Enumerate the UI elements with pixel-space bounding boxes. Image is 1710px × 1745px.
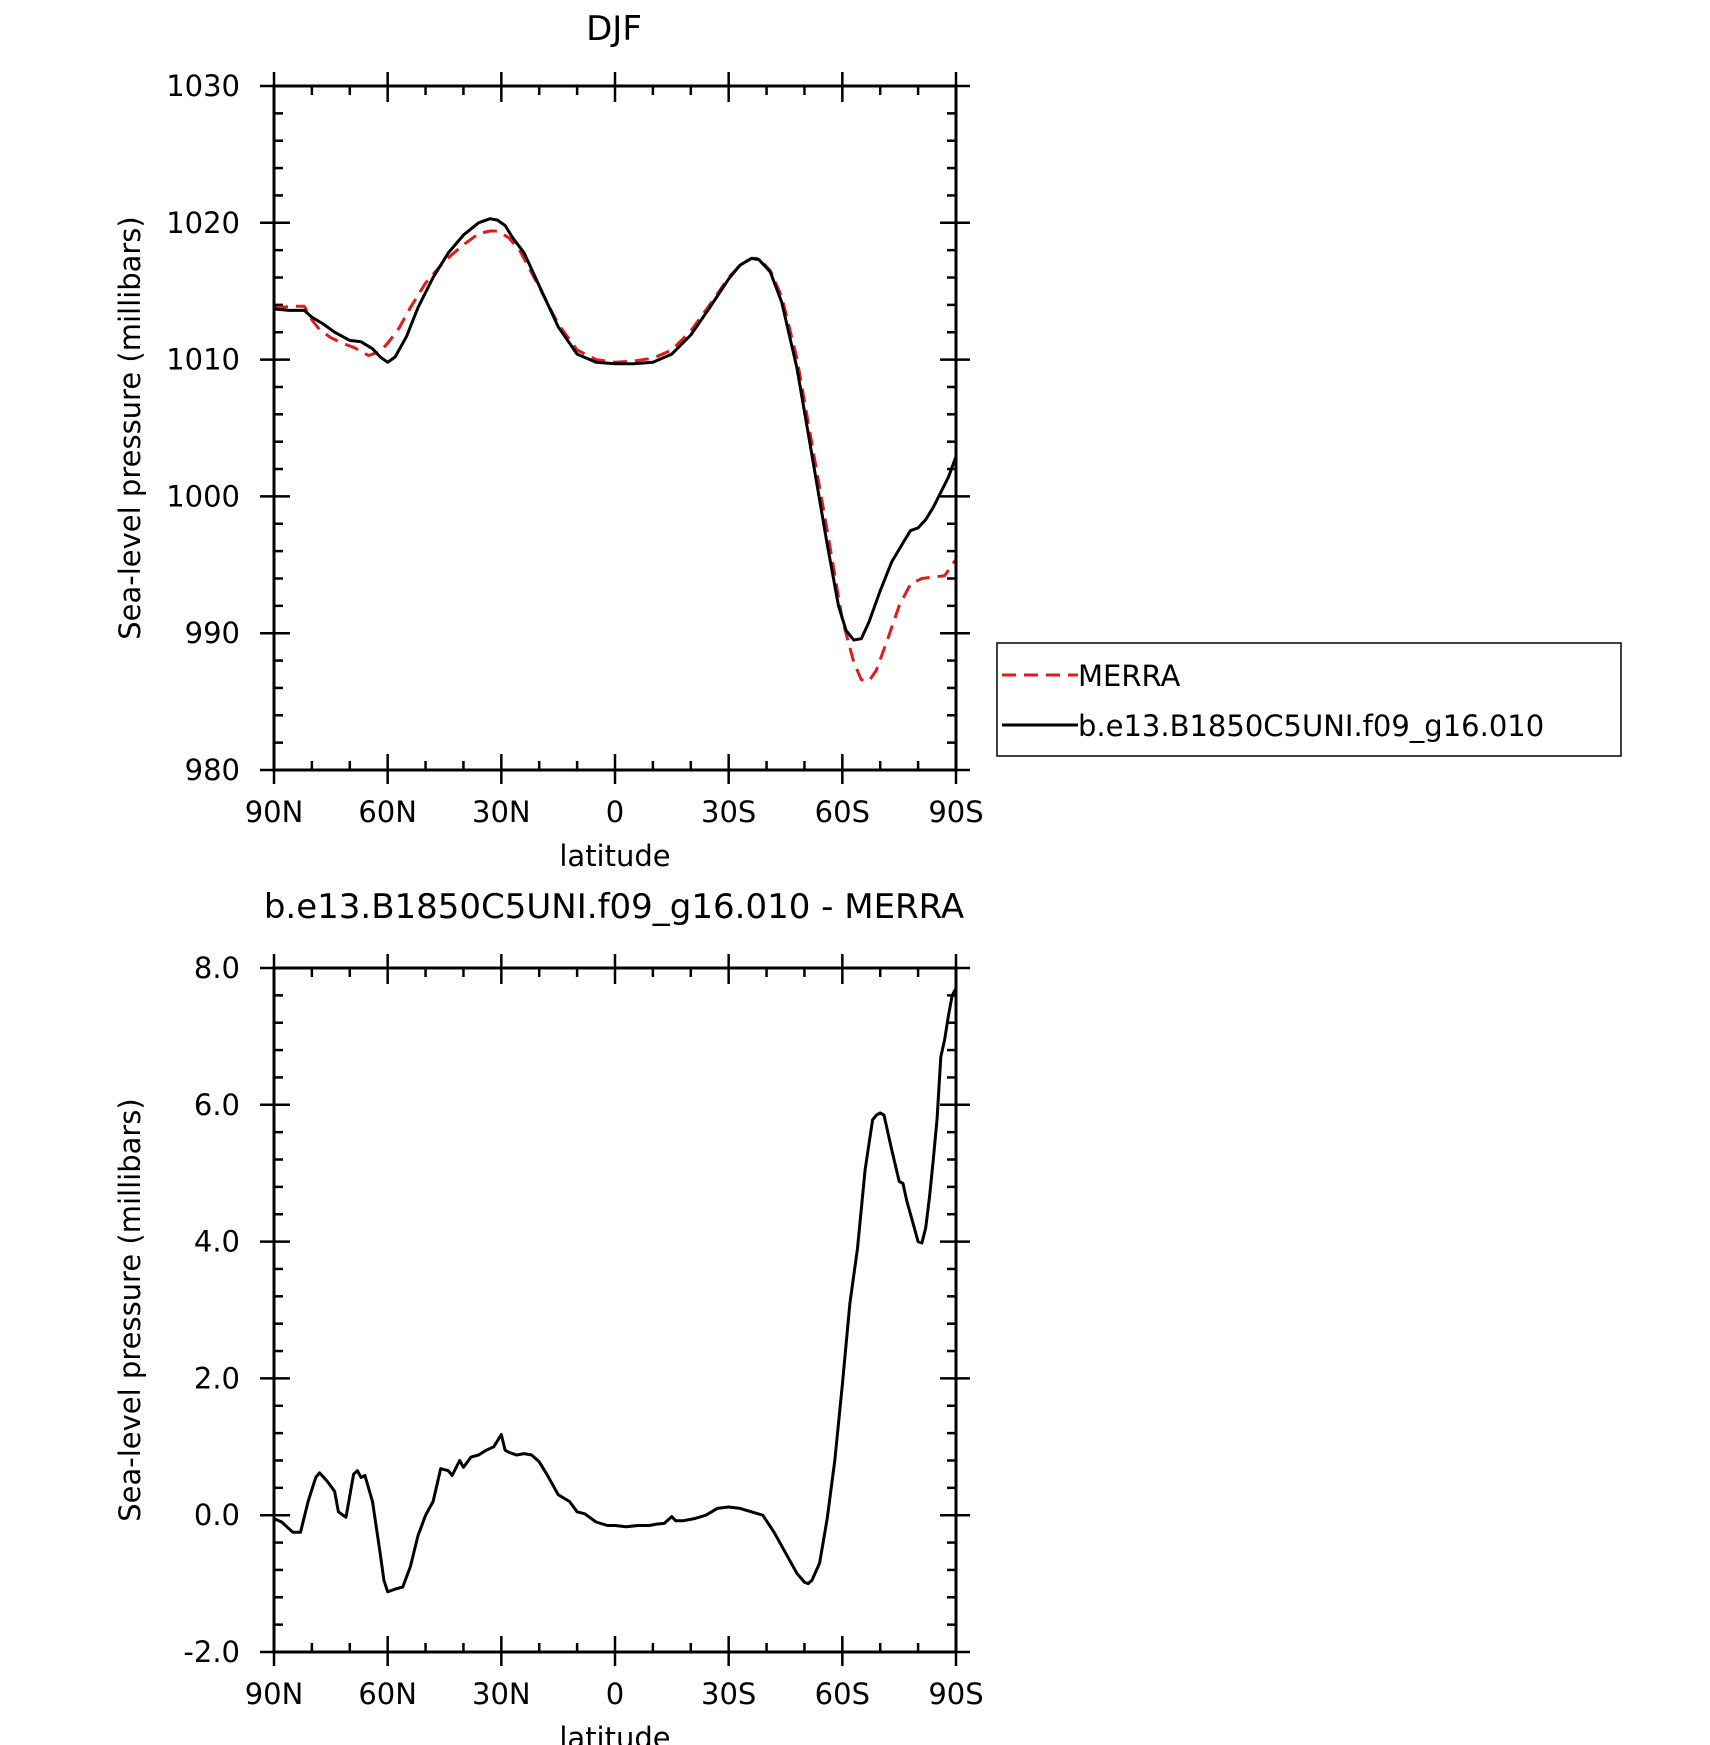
- x-tick-label: 60S: [815, 1677, 870, 1711]
- y-tick-label: 1030: [166, 69, 240, 103]
- x-tick-label: 90S: [928, 1677, 983, 1711]
- y-tick-label: -2.0: [183, 1635, 240, 1669]
- x-tick-label: 60S: [815, 795, 870, 829]
- bottom-chart-ticks: [260, 954, 970, 1666]
- top-chart-x-tick-labels: 90N 60N 30N 0 30S 60S 90S: [245, 795, 984, 829]
- y-tick-label: 980: [185, 753, 240, 787]
- series-b-e13-b1850c5uni-f09-g16-010: [273, 217, 958, 642]
- x-tick-label: 30N: [472, 795, 531, 829]
- top-chart-ticks: [260, 72, 970, 784]
- series-merra: [273, 229, 958, 683]
- bottom-chart-plot-frame: [272, 966, 958, 1654]
- y-tick-label: 4.0: [194, 1225, 240, 1259]
- top-chart-title: DJF: [586, 9, 642, 49]
- legend-label-merra: MERRA: [1078, 659, 1180, 693]
- x-tick-label: 60N: [358, 795, 417, 829]
- bottom-chart: b.e13.B1850C5UNI.f09_g16.010 - MERRA -2.…: [113, 887, 984, 1745]
- top-chart: DJF 980 990 1000 1010 1020 1030 90N 60N 30N 0 30S…: [113, 9, 984, 873]
- y-tick-label: 1000: [166, 479, 240, 513]
- bottom-chart-y-tick-labels: -2.0 0.0 2.0 4.0 6.0 8.0: [183, 951, 240, 1669]
- top-chart-x-axis-label: latitude: [559, 839, 670, 873]
- x-tick-label: 30S: [701, 795, 756, 829]
- x-tick-label: 60N: [358, 1677, 417, 1711]
- bottom-chart-x-tick-labels: 90N 60N 30N 0 30S 60S 90S: [245, 1677, 984, 1711]
- top-chart-y-axis-label: Sea-level pressure (millibars): [113, 216, 147, 639]
- top-chart-plot-frame: [272, 84, 958, 772]
- y-tick-label: 0.0: [194, 1498, 240, 1532]
- difference-line: [273, 987, 958, 1594]
- y-tick-label: 990: [185, 616, 240, 650]
- bottom-chart-y-axis-label: Sea-level pressure (millibars): [113, 1098, 147, 1521]
- bottom-chart-title: b.e13.B1850C5UNI.f09_g16.010 - MERRA: [264, 887, 964, 927]
- bottom-chart-series: [273, 987, 958, 1594]
- bottom-chart-x-axis-label: latitude: [559, 1721, 670, 1745]
- top-chart-y-tick-labels: 980 990 1000 1010 1020 1030: [166, 69, 240, 787]
- x-tick-label: 30N: [472, 1677, 531, 1711]
- x-tick-label: 30S: [701, 1677, 756, 1711]
- x-tick-label: 90N: [245, 795, 304, 829]
- x-tick-label: 0: [606, 795, 624, 829]
- x-tick-label: 0: [606, 1677, 624, 1711]
- legend-label-model: b.e13.B1850C5UNI.f09_g16.010: [1078, 709, 1544, 743]
- legend-box: [996, 642, 1622, 757]
- y-tick-label: 6.0: [194, 1088, 240, 1122]
- y-tick-label: 1010: [166, 343, 240, 377]
- y-tick-label: 8.0: [194, 951, 240, 985]
- y-tick-label: 2.0: [194, 1361, 240, 1395]
- top-chart-series: [273, 217, 958, 683]
- y-tick-label: 1020: [166, 206, 240, 240]
- x-tick-label: 90N: [245, 1677, 304, 1711]
- x-tick-label: 90S: [928, 795, 983, 829]
- legend: MERRA b.e13.B1850C5UNI.f09_g16.010: [996, 642, 1622, 757]
